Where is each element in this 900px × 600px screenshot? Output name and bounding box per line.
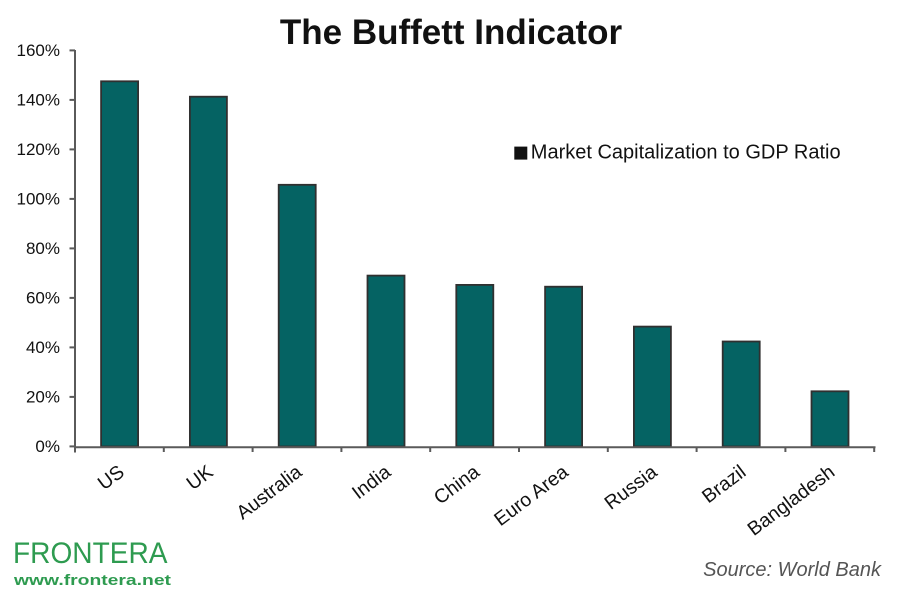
svg-text:20%: 20% [26,388,60,407]
svg-text:Source: World Bank: Source: World Bank [703,559,882,581]
svg-text:80%: 80% [26,239,60,258]
svg-text:160%: 160% [17,41,60,60]
svg-text:100%: 100% [17,190,60,209]
svg-text:120%: 120% [17,140,60,159]
svg-text:Market Capitalization to GDP R: Market Capitalization to GDP Ratio [531,142,841,164]
svg-text:www.frontera.net: www.frontera.net [13,572,171,589]
svg-text:40%: 40% [26,338,60,357]
svg-text:FRONTERA: FRONTERA [13,537,168,570]
svg-text:140%: 140% [17,91,60,110]
svg-text:60%: 60% [26,289,60,308]
svg-text:0%: 0% [35,437,60,456]
svg-text:The Buffett Indicator: The Buffett Indicator [280,13,623,52]
